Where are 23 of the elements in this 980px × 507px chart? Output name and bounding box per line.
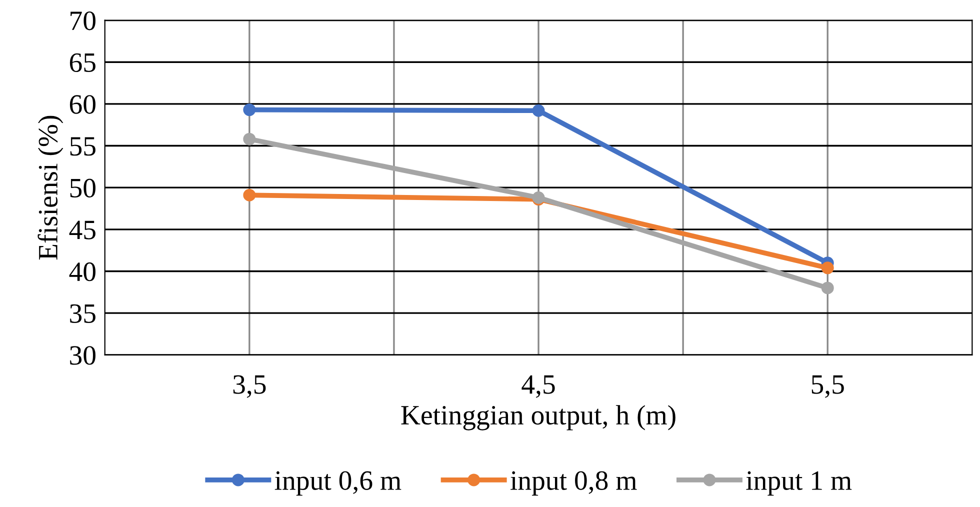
point	[821, 262, 834, 274]
y-axis-title: Efisiensi (%)	[38, 116, 64, 260]
point	[821, 282, 834, 294]
y-tick-label: 60	[70, 95, 96, 114]
point	[243, 188, 256, 202]
legend-label: input 1 m	[746, 471, 852, 496]
x-axis-title: Ketinggian output, h (m)	[401, 405, 676, 430]
point	[243, 104, 256, 116]
x-tick-label: 4,5	[522, 375, 555, 398]
legend-label: input 0,6 m	[274, 471, 402, 496]
y-tick-label: 55	[70, 137, 96, 156]
x-tick-label: 5,5	[812, 375, 844, 398]
y-tick-label: 45	[69, 220, 96, 240]
y-tick-label: 65	[70, 53, 96, 72]
y-tick-label: 70	[70, 11, 96, 30]
point	[243, 132, 256, 146]
y-tick-label: 40	[69, 262, 96, 282]
x-tick-label: 3,5	[233, 375, 266, 398]
y-tick-label: 50	[70, 178, 96, 198]
point	[532, 104, 545, 117]
y-tick-label: 30	[70, 346, 96, 365]
y-tick-label: 35	[70, 304, 96, 323]
legend-label: input 0,8 m	[510, 471, 637, 496]
